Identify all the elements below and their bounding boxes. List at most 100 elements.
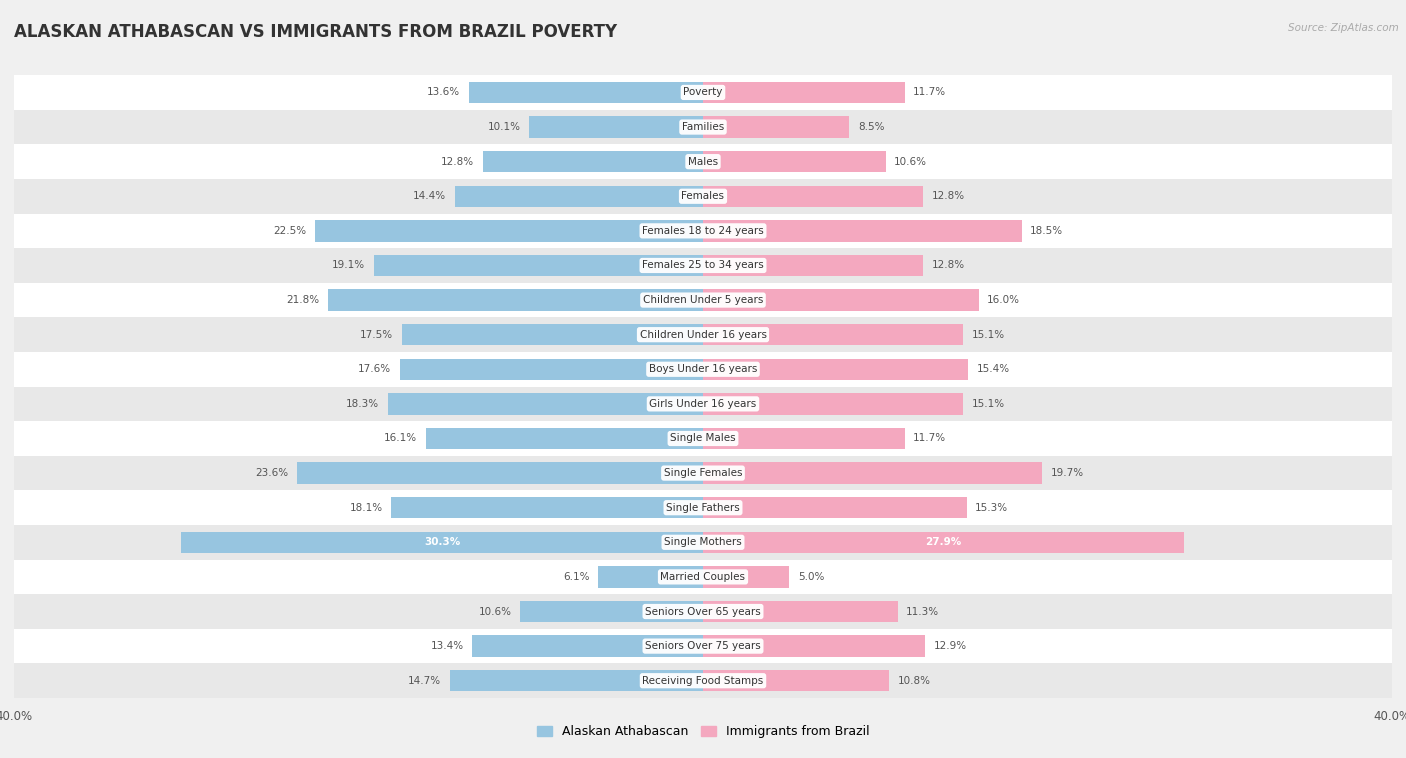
- Text: 15.1%: 15.1%: [972, 330, 1005, 340]
- Bar: [14, 559, 1392, 594]
- Text: Single Males: Single Males: [671, 434, 735, 443]
- Text: 21.8%: 21.8%: [285, 295, 319, 305]
- Bar: [426, 428, 703, 449]
- Text: 17.5%: 17.5%: [360, 330, 392, 340]
- Text: 8.5%: 8.5%: [858, 122, 884, 132]
- Bar: [14, 352, 1392, 387]
- Text: 11.7%: 11.7%: [912, 87, 946, 98]
- Text: 13.4%: 13.4%: [430, 641, 464, 651]
- Bar: [14, 110, 1392, 144]
- Bar: [181, 531, 703, 553]
- Bar: [14, 594, 1392, 629]
- Text: Single Fathers: Single Fathers: [666, 503, 740, 512]
- Bar: [315, 220, 703, 242]
- Bar: [598, 566, 703, 587]
- Text: 19.7%: 19.7%: [1050, 468, 1084, 478]
- Text: 12.9%: 12.9%: [934, 641, 967, 651]
- Bar: [703, 220, 1022, 242]
- Text: 19.1%: 19.1%: [332, 261, 366, 271]
- Text: 12.8%: 12.8%: [932, 191, 965, 202]
- Bar: [703, 359, 969, 380]
- Bar: [703, 151, 886, 172]
- Text: 18.5%: 18.5%: [1031, 226, 1063, 236]
- Text: Receiving Food Stamps: Receiving Food Stamps: [643, 675, 763, 686]
- Bar: [14, 525, 1392, 559]
- Bar: [14, 421, 1392, 456]
- Text: 18.3%: 18.3%: [346, 399, 380, 409]
- Text: Families: Families: [682, 122, 724, 132]
- Text: 14.7%: 14.7%: [408, 675, 441, 686]
- Text: 17.6%: 17.6%: [359, 365, 391, 374]
- Text: 18.1%: 18.1%: [350, 503, 382, 512]
- Bar: [14, 456, 1392, 490]
- Bar: [14, 663, 1392, 698]
- Bar: [450, 670, 703, 691]
- Text: 11.3%: 11.3%: [907, 606, 939, 616]
- Bar: [297, 462, 703, 484]
- Text: Children Under 5 years: Children Under 5 years: [643, 295, 763, 305]
- Text: Single Females: Single Females: [664, 468, 742, 478]
- Text: 16.0%: 16.0%: [987, 295, 1021, 305]
- Bar: [14, 629, 1392, 663]
- Text: Males: Males: [688, 157, 718, 167]
- Bar: [703, 497, 966, 518]
- Text: 10.1%: 10.1%: [488, 122, 520, 132]
- Bar: [468, 82, 703, 103]
- Text: 12.8%: 12.8%: [932, 261, 965, 271]
- Bar: [703, 428, 904, 449]
- Text: 6.1%: 6.1%: [562, 572, 589, 582]
- Text: 14.4%: 14.4%: [413, 191, 446, 202]
- Bar: [14, 318, 1392, 352]
- Bar: [703, 462, 1042, 484]
- Text: 16.1%: 16.1%: [384, 434, 418, 443]
- Legend: Alaskan Athabascan, Immigrants from Brazil: Alaskan Athabascan, Immigrants from Braz…: [531, 720, 875, 744]
- Bar: [402, 324, 703, 346]
- Text: 12.8%: 12.8%: [441, 157, 474, 167]
- Text: 13.6%: 13.6%: [427, 87, 460, 98]
- Text: 15.4%: 15.4%: [977, 365, 1010, 374]
- Text: 15.1%: 15.1%: [972, 399, 1005, 409]
- Bar: [703, 290, 979, 311]
- Bar: [14, 387, 1392, 421]
- Text: 15.3%: 15.3%: [976, 503, 1008, 512]
- Text: Source: ZipAtlas.com: Source: ZipAtlas.com: [1288, 23, 1399, 33]
- Text: ALASKAN ATHABASCAN VS IMMIGRANTS FROM BRAZIL POVERTY: ALASKAN ATHABASCAN VS IMMIGRANTS FROM BR…: [14, 23, 617, 41]
- Bar: [14, 75, 1392, 110]
- Bar: [703, 601, 897, 622]
- Bar: [14, 283, 1392, 318]
- Text: 30.3%: 30.3%: [425, 537, 460, 547]
- Text: Married Couples: Married Couples: [661, 572, 745, 582]
- Text: Poverty: Poverty: [683, 87, 723, 98]
- Bar: [456, 186, 703, 207]
- Bar: [14, 214, 1392, 248]
- Bar: [703, 566, 789, 587]
- Bar: [703, 82, 904, 103]
- Bar: [703, 393, 963, 415]
- Bar: [703, 635, 925, 657]
- Text: Females 18 to 24 years: Females 18 to 24 years: [643, 226, 763, 236]
- Bar: [388, 393, 703, 415]
- Text: Girls Under 16 years: Girls Under 16 years: [650, 399, 756, 409]
- Text: 10.6%: 10.6%: [894, 157, 927, 167]
- Bar: [520, 601, 703, 622]
- Bar: [703, 186, 924, 207]
- Bar: [391, 497, 703, 518]
- Text: 5.0%: 5.0%: [797, 572, 824, 582]
- Bar: [703, 324, 963, 346]
- Text: 23.6%: 23.6%: [254, 468, 288, 478]
- Text: Single Mothers: Single Mothers: [664, 537, 742, 547]
- Bar: [14, 144, 1392, 179]
- Text: 10.8%: 10.8%: [897, 675, 931, 686]
- Bar: [482, 151, 703, 172]
- Text: Females 25 to 34 years: Females 25 to 34 years: [643, 261, 763, 271]
- Bar: [14, 248, 1392, 283]
- Bar: [328, 290, 703, 311]
- Bar: [14, 179, 1392, 214]
- Bar: [472, 635, 703, 657]
- Text: Children Under 16 years: Children Under 16 years: [640, 330, 766, 340]
- Bar: [399, 359, 703, 380]
- Bar: [14, 490, 1392, 525]
- Text: 10.6%: 10.6%: [479, 606, 512, 616]
- Bar: [703, 255, 924, 276]
- Text: 11.7%: 11.7%: [912, 434, 946, 443]
